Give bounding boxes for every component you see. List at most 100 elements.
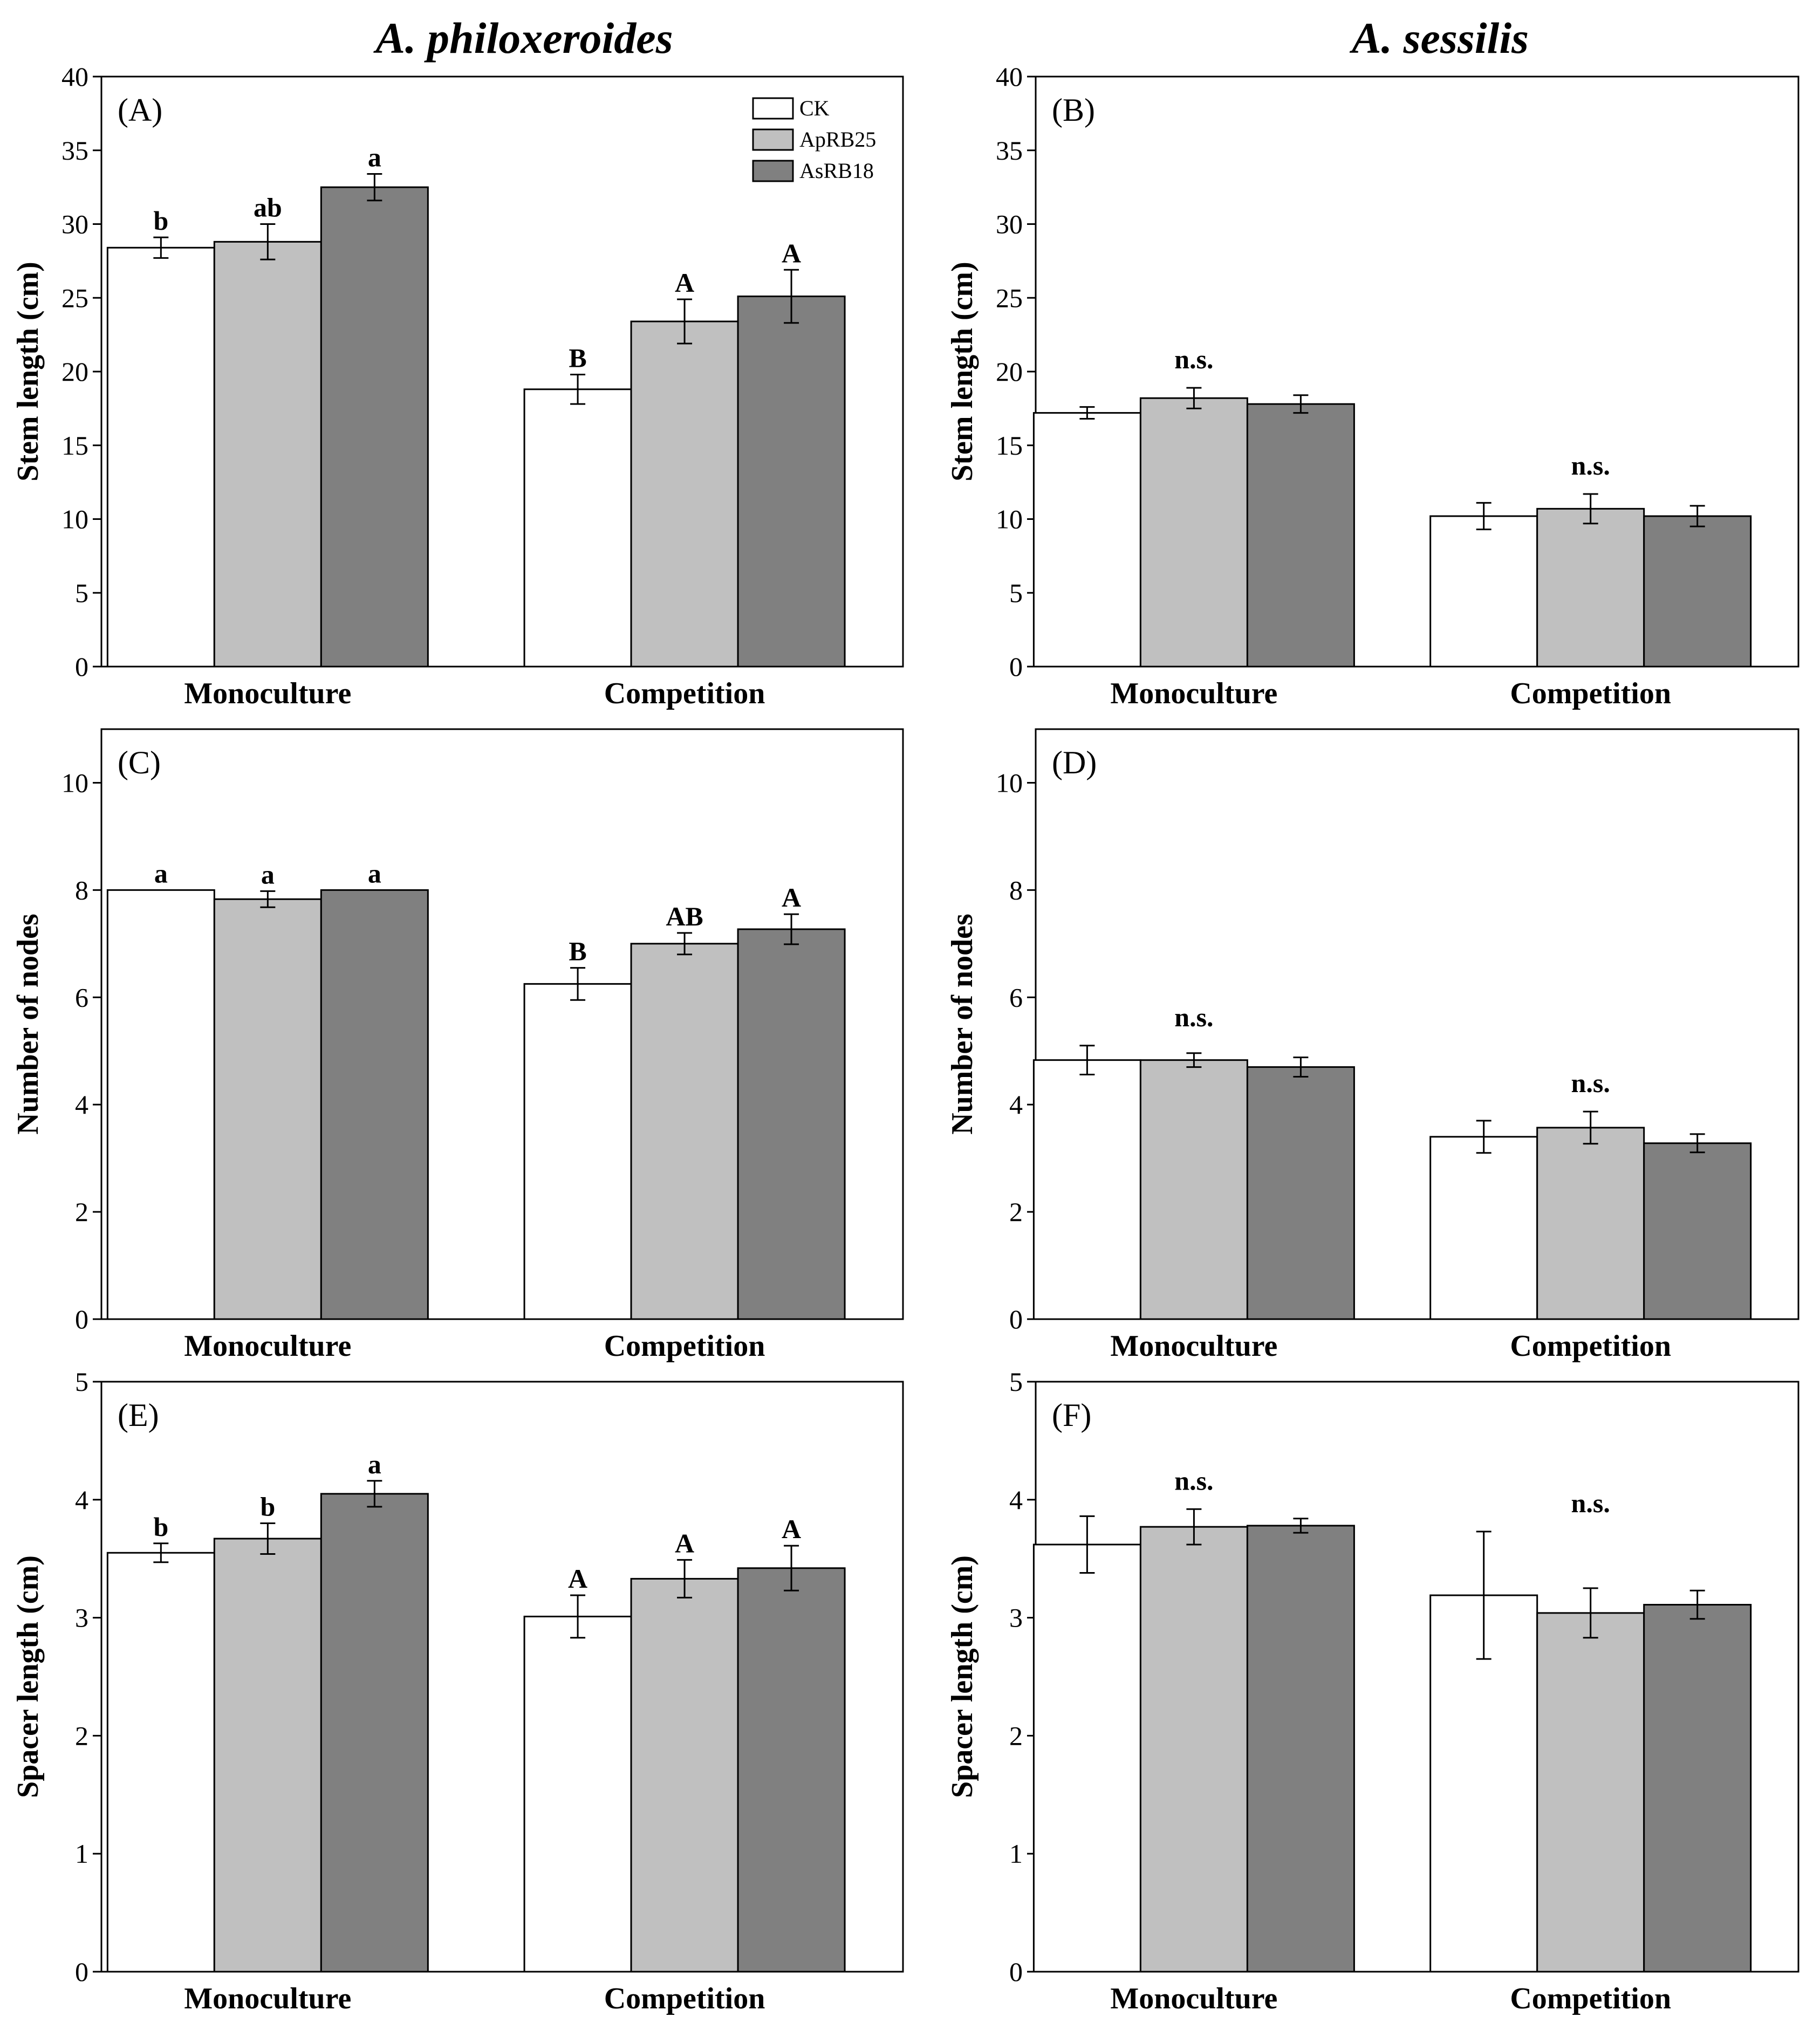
legend-swatch bbox=[752, 128, 794, 151]
y-tick-label: 15 bbox=[996, 430, 1023, 461]
panel-label: (A) bbox=[118, 92, 162, 128]
bar-aprb25 bbox=[213, 898, 322, 1320]
y-tick-label: 20 bbox=[996, 356, 1023, 387]
chart-panel-5: 0 1 2 3 4 5 Spacer length (cm) (F) Monoculture n.… bbox=[946, 1367, 1800, 2015]
bar-aprb25 bbox=[1536, 507, 1645, 668]
chart-panel-2: 0 2 4 6 8 10 Number of nodes (C) Monoculture a a a C… bbox=[11, 728, 904, 1363]
y-axis-title: Number of nodes bbox=[946, 914, 979, 1135]
y-tick-label: 0 bbox=[75, 1957, 88, 1987]
y-tick-label: 4 bbox=[75, 1089, 88, 1120]
panel-label: (F) bbox=[1052, 1397, 1091, 1433]
legend: CK ApRB25 AsRB18 bbox=[752, 96, 876, 183]
significance-letter: b bbox=[153, 1512, 168, 1542]
bar-asrb18 bbox=[1246, 403, 1355, 668]
y-tick-label: 5 bbox=[1009, 578, 1023, 608]
bar-ck bbox=[106, 889, 215, 1320]
bar-aprb25 bbox=[213, 1538, 322, 1973]
bar-ck bbox=[523, 388, 632, 668]
significance-ns: n.s. bbox=[1571, 1488, 1610, 1518]
x-category-label: Monoculture bbox=[1110, 677, 1277, 710]
legend-swatch bbox=[752, 160, 794, 182]
x-category-label: Competition bbox=[604, 677, 765, 710]
significance-ns: n.s. bbox=[1174, 1465, 1213, 1495]
bar-asrb18 bbox=[737, 928, 846, 1320]
y-tick-label: 25 bbox=[996, 283, 1023, 313]
x-category-label: Competition bbox=[1510, 1982, 1671, 2015]
bar-ck bbox=[106, 1552, 215, 1973]
bar-asrb18 bbox=[1246, 1066, 1355, 1320]
bar-ck bbox=[1032, 1059, 1141, 1320]
bar-asrb18 bbox=[737, 1567, 846, 1973]
legend-swatch bbox=[752, 97, 794, 120]
y-tick-label: 0 bbox=[75, 1304, 88, 1334]
significance-letter: B bbox=[569, 936, 586, 966]
bar-aprb25 bbox=[630, 943, 739, 1320]
panel-label: (D) bbox=[1052, 745, 1097, 780]
bar-ck bbox=[523, 983, 632, 1320]
significance-ns: n.s. bbox=[1174, 1002, 1213, 1032]
y-tick-label: 30 bbox=[996, 209, 1023, 239]
significance-letter: a bbox=[261, 859, 275, 889]
x-category-label: Monoculture bbox=[1110, 1982, 1277, 2015]
chart-panel-1: 0 5 10 15 20 25 30 35 40 Stem length (cm) (B) Monoc… bbox=[946, 61, 1800, 710]
bar-aprb25 bbox=[1536, 1127, 1645, 1320]
y-tick-label: 10 bbox=[996, 504, 1023, 534]
y-tick-label: 10 bbox=[996, 767, 1023, 798]
y-tick-label: 40 bbox=[996, 61, 1023, 92]
y-tick-label: 0 bbox=[1009, 1957, 1023, 1987]
bar-asrb18 bbox=[737, 296, 846, 668]
y-tick-label: 5 bbox=[75, 578, 88, 608]
y-tick-label: 2 bbox=[1009, 1720, 1023, 1751]
chart-panel-4: 0 1 2 3 4 5 Spacer length (cm) (E) Monoculture b b… bbox=[11, 1367, 904, 2015]
plot-frame bbox=[100, 728, 904, 1320]
bar-aprb25 bbox=[630, 1577, 739, 1973]
bar-aprb25 bbox=[1536, 1612, 1645, 1973]
significance-letter: a bbox=[368, 858, 381, 888]
bar-aprb25 bbox=[213, 241, 322, 668]
bar-aprb25 bbox=[1139, 1059, 1248, 1320]
bar-asrb18 bbox=[1643, 1604, 1752, 1973]
x-category-label: Competition bbox=[1510, 1329, 1671, 1363]
y-tick-label: 35 bbox=[996, 135, 1023, 166]
plot-frame bbox=[100, 1381, 904, 1973]
y-tick-label: 15 bbox=[61, 430, 88, 461]
y-tick-label: 6 bbox=[1009, 982, 1023, 1012]
y-tick-label: 40 bbox=[61, 61, 88, 92]
bar-asrb18 bbox=[320, 1493, 429, 1973]
column-title-left: A. philoxeroides bbox=[373, 13, 673, 63]
bar-ck bbox=[1429, 515, 1538, 668]
y-tick-label: 0 bbox=[75, 651, 88, 682]
y-tick-label: 3 bbox=[1009, 1603, 1023, 1633]
y-tick-label: 8 bbox=[75, 875, 88, 905]
panel-label: (B) bbox=[1052, 92, 1095, 128]
y-tick-label: 5 bbox=[75, 1367, 88, 1397]
significance-letter: a bbox=[154, 858, 168, 888]
x-category-label: Monoculture bbox=[184, 677, 351, 710]
chart-panel-3: 0 2 4 6 8 10 Number of nodes (D) Monoculture n.s.… bbox=[946, 728, 1800, 1363]
significance-letter: a bbox=[368, 1449, 381, 1479]
y-tick-label: 1 bbox=[75, 1838, 88, 1869]
significance-letter: AB bbox=[666, 901, 703, 931]
bar-ck bbox=[106, 246, 215, 668]
y-tick-label: 4 bbox=[1009, 1485, 1023, 1515]
bar-ck bbox=[523, 1615, 632, 1973]
y-tick-label: 8 bbox=[1009, 875, 1023, 905]
y-tick-label: 5 bbox=[1009, 1367, 1023, 1397]
significance-letter: ab bbox=[254, 193, 282, 223]
y-tick-label: 2 bbox=[75, 1720, 88, 1751]
bar-ck bbox=[1429, 1136, 1538, 1320]
significance-letter: A bbox=[782, 882, 801, 913]
significance-ns: n.s. bbox=[1571, 1068, 1610, 1098]
y-tick-label: 4 bbox=[75, 1485, 88, 1515]
y-tick-label: 10 bbox=[61, 767, 88, 798]
bar-asrb18 bbox=[320, 889, 429, 1320]
significance-letter: A bbox=[568, 1563, 587, 1594]
y-tick-label: 1 bbox=[1009, 1838, 1023, 1869]
x-category-label: Monoculture bbox=[184, 1982, 351, 2015]
plot-frame bbox=[1035, 728, 1800, 1320]
y-tick-label: 0 bbox=[1009, 1304, 1023, 1334]
y-axis-title: Stem length (cm) bbox=[11, 262, 45, 481]
y-tick-label: 2 bbox=[1009, 1197, 1023, 1227]
bar-asrb18 bbox=[320, 186, 429, 668]
y-axis-title: Spacer length (cm) bbox=[11, 1555, 45, 1798]
